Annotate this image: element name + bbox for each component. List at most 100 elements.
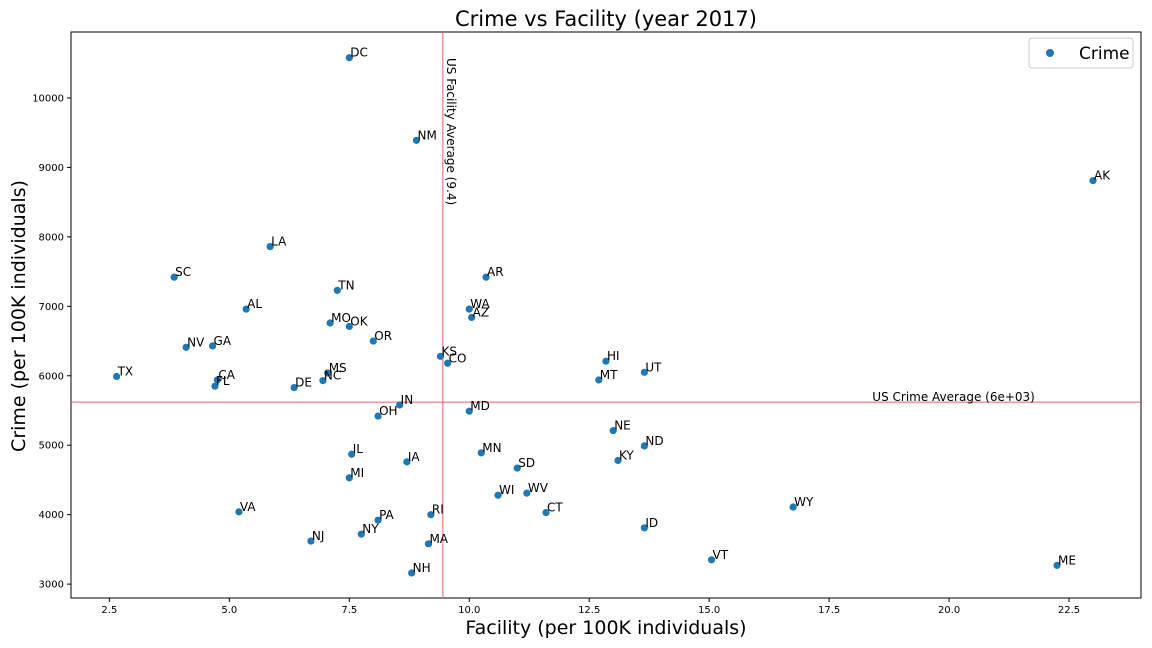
point-label-ia: IA bbox=[408, 450, 421, 464]
point-label-in: IN bbox=[401, 393, 414, 407]
point-label-ut: UT bbox=[645, 360, 662, 374]
point-label-co: CO bbox=[449, 351, 467, 365]
data-point-wi bbox=[494, 491, 502, 499]
y-axis-label: Crime (per 100K individuals) bbox=[8, 180, 30, 452]
data-point-md bbox=[465, 407, 473, 415]
data-point-ca bbox=[213, 376, 221, 384]
data-point-ky bbox=[614, 456, 622, 465]
point-label-id: ID bbox=[645, 516, 658, 530]
data-point-ut bbox=[640, 368, 648, 376]
point-label-de: DE bbox=[295, 376, 312, 390]
crime-average-label: US Crime Average (6e+03) bbox=[872, 390, 1035, 404]
y-tick-label: 7000 bbox=[39, 302, 64, 313]
x-tick-label: 20.0 bbox=[938, 605, 960, 616]
data-point-ok bbox=[345, 322, 353, 331]
data-point-ar bbox=[482, 273, 490, 281]
data-point-de bbox=[290, 383, 298, 392]
data-point-wy bbox=[789, 503, 797, 511]
data-point-az bbox=[468, 313, 476, 322]
data-point-ga bbox=[208, 342, 217, 350]
point-label-sc: SC bbox=[175, 265, 191, 279]
point-label-wy: WY bbox=[794, 495, 814, 509]
point-label-nc: NC bbox=[324, 369, 341, 383]
reference-lines: US Facility Average (9.4) US Crime Averag… bbox=[71, 32, 1141, 598]
data-point-la bbox=[266, 242, 274, 251]
data-point-ne bbox=[609, 427, 617, 435]
point-label-me: ME bbox=[1058, 553, 1076, 567]
y-tick-label: 6000 bbox=[39, 371, 64, 382]
x-tick-label: 15.0 bbox=[698, 605, 720, 616]
data-point-dc bbox=[345, 54, 353, 62]
chart-title: Crime vs Facility (year 2017) bbox=[455, 7, 757, 31]
point-label-ca: CA bbox=[218, 368, 235, 382]
data-point-tn bbox=[333, 286, 341, 294]
data-point-va bbox=[235, 508, 243, 516]
y-tick-label: 3000 bbox=[39, 580, 64, 591]
point-label-ma: MA bbox=[429, 532, 448, 546]
data-point-ri bbox=[427, 511, 435, 519]
point-label-hi: HI bbox=[607, 349, 620, 363]
data-point-pa bbox=[374, 516, 382, 524]
point-label-nm: NM bbox=[417, 128, 436, 142]
data-point-wa bbox=[465, 305, 473, 313]
data-point-ny bbox=[357, 530, 365, 538]
data-point-il bbox=[348, 450, 356, 458]
data-point-vt bbox=[707, 556, 716, 564]
data-point-nc bbox=[319, 377, 327, 385]
data-point-ks bbox=[436, 352, 445, 360]
data-point-ma bbox=[424, 540, 433, 548]
data-point-sd bbox=[513, 464, 521, 472]
point-label-mi: MI bbox=[350, 466, 364, 480]
point-label-tn: TN bbox=[337, 278, 354, 292]
point-label-al: AL bbox=[247, 297, 262, 311]
y-tick-label: 5000 bbox=[39, 441, 64, 452]
data-point-id bbox=[640, 524, 648, 532]
point-label-ri: RI bbox=[432, 503, 444, 517]
point-label-oh: OH bbox=[379, 404, 397, 418]
data-point-al bbox=[242, 305, 250, 313]
point-label-dc: DC bbox=[350, 46, 368, 60]
point-label-ct: CT bbox=[547, 501, 563, 515]
data-point-tx bbox=[112, 372, 121, 381]
point-label-ms: MS bbox=[329, 361, 347, 375]
x-tick-label: 12.5 bbox=[578, 605, 600, 616]
x-tick-label: 22.5 bbox=[1058, 605, 1080, 616]
point-label-nj: NJ bbox=[312, 529, 325, 543]
point-label-nh: NH bbox=[413, 561, 431, 575]
plot-area bbox=[70, 31, 1142, 599]
data-point-ia bbox=[403, 458, 411, 466]
data-point-nv bbox=[182, 343, 190, 351]
data-point-co bbox=[444, 359, 452, 367]
data-point-me bbox=[1053, 561, 1061, 569]
point-label-ga: GA bbox=[214, 334, 232, 348]
point-label-ok: OK bbox=[350, 314, 368, 328]
x-axis-ticks: 2.5 5.0 7.5 10.0 12.5 15.0 17.5 20.0 22.5 bbox=[101, 598, 1080, 616]
legend-box bbox=[1028, 37, 1134, 69]
point-label-ak: AK bbox=[1094, 169, 1111, 183]
y-tick-label: 4000 bbox=[39, 510, 64, 521]
y-tick-label: 10000 bbox=[32, 93, 64, 104]
point-label-or: OR bbox=[374, 329, 392, 343]
point-label-tx: TX bbox=[117, 364, 134, 378]
data-point-nj bbox=[307, 537, 315, 545]
y-tick-label: 9000 bbox=[39, 163, 64, 174]
point-label-md: MD bbox=[470, 399, 490, 413]
data-point-oh bbox=[374, 412, 382, 420]
facility-average-label: US Facility Average (9.4) bbox=[444, 58, 458, 205]
point-label-ar: AR bbox=[487, 265, 504, 279]
point-label-il: IL bbox=[353, 442, 364, 456]
x-tick-label: 2.5 bbox=[101, 605, 117, 616]
point-label-mt: MT bbox=[600, 368, 618, 382]
point-label-wi: WI bbox=[499, 483, 514, 497]
data-point-mo bbox=[326, 319, 334, 327]
data-point-or bbox=[369, 337, 377, 345]
data-point-nh bbox=[408, 569, 416, 577]
point-label-mo: MO bbox=[331, 311, 351, 325]
x-tick-label: 10.0 bbox=[458, 605, 480, 616]
y-tick-label: 8000 bbox=[39, 232, 64, 243]
point-label-la: LA bbox=[271, 235, 287, 249]
point-label-pa: PA bbox=[379, 508, 394, 522]
x-tick-label: 7.5 bbox=[341, 605, 357, 616]
